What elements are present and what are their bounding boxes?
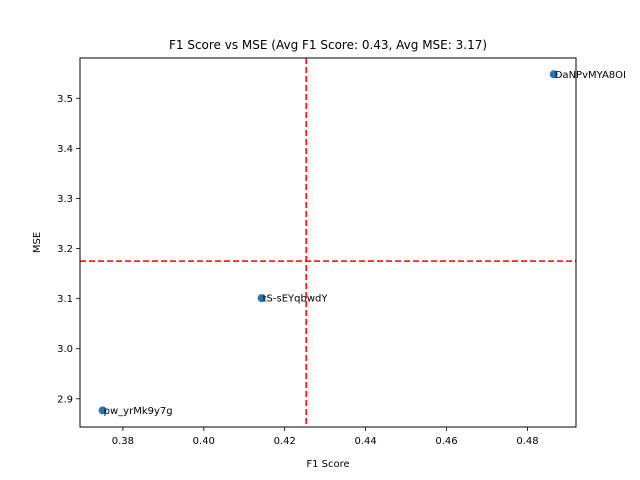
y-tick-label: 3.4 — [57, 144, 73, 155]
point-label: tS-sEYqbwdY — [263, 294, 329, 305]
chart-title: F1 Score vs MSE (Avg F1 Score: 0.43, Avg… — [169, 38, 487, 52]
x-tick-label: 0.46 — [435, 436, 457, 447]
plot-frame — [79, 57, 577, 428]
scatter-point — [549, 70, 558, 79]
x-tick-label: 0.44 — [354, 436, 376, 447]
plot-area: DaNPvMYA8OI tS-sEYqbwdY pw_yrMk9y7g — [79, 57, 626, 428]
point-label: DaNPvMYA8OI — [555, 70, 626, 81]
y-axis-ticks: 2.9 3.0 3.1 3.2 3.3 3.4 3.5 — [57, 94, 80, 405]
y-tick-label: 3.2 — [57, 244, 73, 255]
x-tick-label: 0.48 — [516, 436, 538, 447]
x-tick-label: 0.40 — [193, 436, 215, 447]
scatter-point — [98, 406, 107, 415]
y-tick-label: 3.5 — [57, 94, 73, 105]
scatter-point — [257, 294, 266, 303]
average-lines — [80, 58, 576, 427]
y-tick-label: 3.1 — [57, 294, 73, 305]
data-points — [98, 70, 558, 415]
x-axis-label: F1 Score — [306, 459, 349, 470]
x-axis-ticks: 0.38 0.40 0.42 0.44 0.46 0.48 — [112, 427, 539, 447]
point-labels: DaNPvMYA8OI tS-sEYqbwdY pw_yrMk9y7g — [104, 70, 626, 417]
x-tick-label: 0.38 — [112, 436, 134, 447]
y-tick-label: 3.3 — [57, 194, 73, 205]
point-label: pw_yrMk9y7g — [104, 406, 173, 417]
y-tick-label: 2.9 — [57, 394, 73, 405]
x-tick-label: 0.42 — [274, 436, 296, 447]
y-axis-label: MSE — [32, 232, 43, 253]
y-tick-label: 3.0 — [57, 344, 73, 355]
